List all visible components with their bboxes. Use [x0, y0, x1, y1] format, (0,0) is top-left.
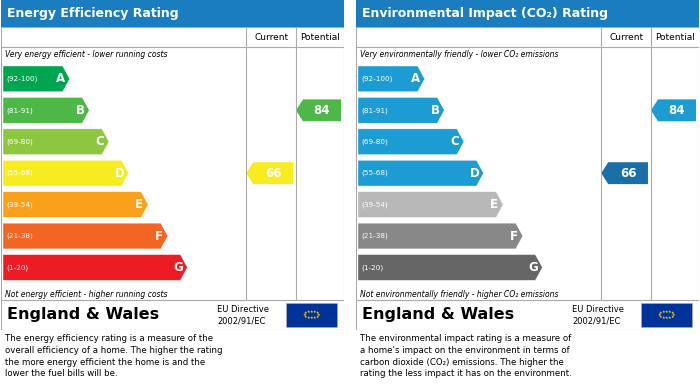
Text: ★: ★ [313, 310, 316, 314]
Text: ★: ★ [316, 313, 320, 317]
Text: 66: 66 [620, 167, 636, 180]
Text: (55-68): (55-68) [361, 170, 388, 176]
Polygon shape [3, 223, 168, 249]
Text: (69-80): (69-80) [6, 138, 33, 145]
Polygon shape [3, 66, 70, 92]
Polygon shape [3, 97, 90, 123]
Polygon shape [3, 129, 109, 154]
Text: (21-38): (21-38) [361, 233, 388, 239]
Polygon shape [651, 99, 696, 121]
Text: F: F [155, 230, 163, 242]
Text: E: E [490, 198, 498, 211]
Text: ★: ★ [662, 316, 665, 320]
Polygon shape [601, 162, 648, 184]
Text: Potential: Potential [655, 32, 695, 41]
Text: C: C [451, 135, 459, 148]
Polygon shape [358, 255, 542, 280]
Text: (92-100): (92-100) [361, 75, 393, 82]
Text: D: D [115, 167, 125, 180]
Text: The energy efficiency rating is a measure of the
overall efficiency of a home. T: The energy efficiency rating is a measur… [5, 334, 223, 378]
Text: D: D [470, 167, 480, 180]
Text: G: G [174, 261, 183, 274]
Text: EU Directive
2002/91/EC: EU Directive 2002/91/EC [572, 305, 624, 325]
Polygon shape [3, 255, 188, 280]
Text: ★: ★ [659, 312, 662, 316]
Polygon shape [296, 99, 341, 121]
Text: Not environmentally friendly - higher CO₂ emissions: Not environmentally friendly - higher CO… [360, 290, 559, 299]
Polygon shape [246, 162, 293, 184]
Text: C: C [95, 135, 104, 148]
Text: (55-68): (55-68) [6, 170, 33, 176]
Polygon shape [358, 97, 444, 123]
Text: E: E [135, 198, 143, 211]
Text: ★: ★ [303, 313, 307, 317]
Text: A: A [411, 72, 420, 85]
Text: ★: ★ [659, 315, 662, 319]
Text: EU Directive
2002/91/EC: EU Directive 2002/91/EC [217, 305, 269, 325]
Text: ★: ★ [313, 316, 316, 320]
Text: ★: ★ [662, 310, 665, 314]
Text: G: G [528, 261, 538, 274]
Text: F: F [510, 230, 518, 242]
Text: ★: ★ [671, 313, 675, 317]
Text: Very energy efficient - lower running costs: Very energy efficient - lower running co… [5, 50, 167, 59]
Text: (92-100): (92-100) [6, 75, 37, 82]
Text: ★: ★ [668, 316, 671, 320]
Text: 84: 84 [668, 104, 685, 117]
Text: B: B [430, 104, 440, 117]
Text: ★: ★ [668, 310, 671, 314]
Text: (81-91): (81-91) [361, 107, 388, 113]
Text: England & Wales: England & Wales [7, 307, 159, 323]
Text: ★: ★ [309, 310, 313, 314]
Text: ★: ★ [671, 315, 674, 319]
Polygon shape [3, 192, 148, 217]
Text: Environmental Impact (CO₂) Rating: Environmental Impact (CO₂) Rating [362, 7, 608, 20]
Text: ★: ★ [307, 310, 310, 314]
Text: ★: ★ [316, 312, 319, 316]
Text: Very environmentally friendly - lower CO₂ emissions: Very environmentally friendly - lower CO… [360, 50, 559, 59]
Text: 84: 84 [314, 104, 330, 117]
Text: ★: ★ [304, 312, 307, 316]
Polygon shape [358, 66, 425, 92]
Polygon shape [358, 223, 523, 249]
Text: The environmental impact rating is a measure of
a home's impact on the environme: The environmental impact rating is a mea… [360, 334, 572, 378]
Text: (69-80): (69-80) [361, 138, 388, 145]
Text: ★: ★ [316, 315, 319, 319]
Bar [640, 303, 692, 327]
Text: ★: ★ [671, 312, 674, 316]
Text: ★: ★ [658, 313, 662, 317]
Text: (81-91): (81-91) [6, 107, 33, 113]
Polygon shape [358, 129, 464, 154]
Text: England & Wales: England & Wales [362, 307, 514, 323]
Polygon shape [3, 160, 129, 186]
Text: Not energy efficient - higher running costs: Not energy efficient - higher running co… [5, 290, 167, 299]
Text: B: B [76, 104, 85, 117]
Text: 66: 66 [265, 167, 281, 180]
Text: ★: ★ [307, 316, 310, 320]
Text: (1-20): (1-20) [361, 264, 383, 271]
Polygon shape [358, 192, 503, 217]
Text: ★: ★ [304, 315, 307, 319]
Polygon shape [358, 160, 484, 186]
Text: ★: ★ [665, 310, 668, 314]
Text: ★: ★ [309, 316, 313, 320]
Text: Potential: Potential [300, 32, 340, 41]
Text: (1-20): (1-20) [6, 264, 28, 271]
Bar [286, 303, 337, 327]
Text: (39-54): (39-54) [361, 201, 388, 208]
Text: (21-38): (21-38) [6, 233, 33, 239]
Text: Energy Efficiency Rating: Energy Efficiency Rating [7, 7, 178, 20]
Text: (39-54): (39-54) [6, 201, 33, 208]
Text: A: A [56, 72, 65, 85]
Text: Current: Current [254, 32, 288, 41]
Text: ★: ★ [665, 316, 668, 320]
Text: Current: Current [609, 32, 643, 41]
